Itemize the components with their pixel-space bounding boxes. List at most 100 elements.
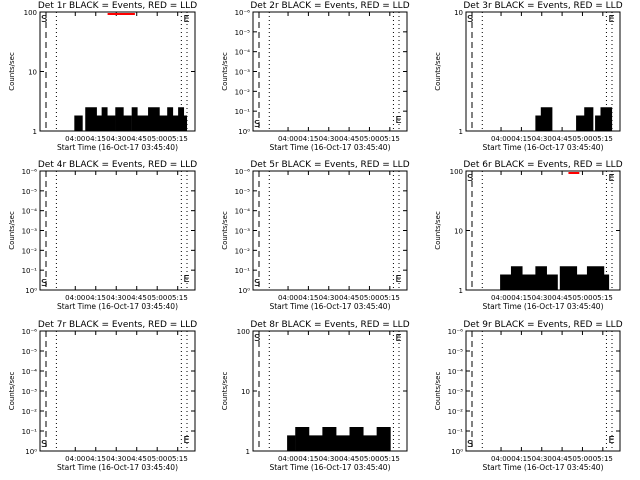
chart-panel-1: Det 1r BLACK = Events, RED = LLD Counts/s… [8,1,197,152]
y-tick-label: 1 [33,128,37,136]
y-tick-label: 10⁻⁵ [22,188,38,196]
event-burst [96,115,103,131]
event-burst [576,115,586,131]
y-tick-label: 10⁻¹ [235,108,251,116]
start-marker: S [254,278,260,289]
y-tick-label: 10⁰ [25,287,37,295]
x-axis-label: Start Time (16-Oct-17 03:45:40) [482,302,603,311]
chart-title: Det 7r BLACK = Events, RED = LLD [38,320,197,330]
y-tick-label: 10⁰ [238,287,250,295]
y-axis-label: Counts/sec [221,52,229,91]
x-tick-label: 04:15 [298,294,318,302]
event-burst [178,107,185,131]
x-tick-label: 04:30 [106,135,126,143]
chart-title: Det 3r BLACK = Events, RED = LLD [463,1,622,11]
y-tick-label: 10⁻¹ [235,267,251,275]
event-burst [546,274,558,290]
y-tick-label: 10⁰ [238,128,250,136]
y-tick-label: 10⁻² [448,408,464,416]
y-tick-label: 10 [241,388,250,396]
event-burst [115,107,124,131]
y-tick-label: 10⁻⁴ [22,208,38,216]
end-marker: E [183,14,189,25]
x-tick-label: 04:30 [319,455,339,463]
x-tick-label: 05:15 [380,455,400,463]
start-marker: S [467,439,473,450]
x-tick-label: 05:00 [572,294,592,302]
x-axis-label: Start Time (16-Oct-17 03:45:40) [269,463,390,472]
y-tick-label: 10⁻⁴ [22,368,38,376]
start-marker: S [41,439,47,450]
event-burst [376,427,391,451]
x-axis-label: Start Time (16-Oct-17 03:45:40) [57,463,178,472]
x-tick-label: 04:15 [511,135,531,143]
event-burst [335,435,350,451]
event-burst [603,274,610,290]
y-tick-label: 100 [450,168,463,176]
event-burst [584,107,594,131]
x-tick-label: 05:15 [380,135,400,143]
start-marker: S [41,14,47,25]
y-tick-label: 10⁻⁶ [235,168,251,176]
event-burst [123,115,132,131]
x-tick-label: 05:00 [572,455,592,463]
x-tick-label: 04:45 [127,455,147,463]
start-marker: S [41,278,47,289]
x-axis-label: Start Time (16-Oct-17 03:45:40) [57,143,178,152]
start-marker: S [254,119,260,130]
chart-title: Det 6r BLACK = Events, RED = LLD [463,160,622,170]
chart-panel-4: Det 4r BLACK = Events, RED = LLD Counts/s… [8,160,197,311]
y-axis-label: Counts/sec [221,372,229,411]
y-axis-label: Counts/sec [8,52,16,91]
y-tick-label: 10⁻⁴ [448,368,464,376]
y-axis-label: Counts/sec [8,211,16,250]
x-tick-label: 04:45 [339,135,359,143]
chart-title: Det 9r BLACK = Events, RED = LLD [463,320,622,330]
y-axis-label: Counts/sec [221,211,229,250]
x-tick-label: 05:15 [593,455,613,463]
event-burst [510,266,523,290]
x-tick-label: 04:15 [86,135,106,143]
end-marker: E [395,115,401,126]
plot-frame [39,170,196,291]
y-tick-label: 10⁻⁶ [448,328,464,336]
event-burst [363,435,378,451]
end-marker: E [395,274,401,285]
x-tick-label: 05:15 [593,135,613,143]
event-burst [295,427,310,451]
x-tick-label: 04:15 [86,294,106,302]
y-tick-label: 100 [24,9,37,17]
event-burst [107,115,116,131]
x-tick-label: 04:15 [511,294,531,302]
x-tick-label: 04:45 [127,294,147,302]
x-tick-label: 04:45 [127,135,147,143]
x-axis-label: Start Time (16-Oct-17 03:45:40) [482,143,603,152]
event-burst [85,107,97,131]
x-axis-label: Start Time (16-Oct-17 03:45:40) [482,463,603,472]
chart-panel-7: Det 7r BLACK = Events, RED = LLD Counts/s… [8,320,197,472]
y-tick-label: 10⁻⁶ [22,168,38,176]
event-burst [167,107,174,131]
chart-title: Det 1r BLACK = Events, RED = LLD [38,1,197,11]
x-tick-label: 04:00 [491,294,511,302]
end-marker: E [608,435,614,446]
event-burst [500,274,512,290]
chart-panel-5: Det 5r BLACK = Events, RED = LLD Counts/s… [221,160,410,311]
x-tick-label: 05:15 [380,294,400,302]
x-tick-label: 05:15 [168,455,188,463]
y-tick-label: 10⁻⁵ [235,188,251,196]
x-tick-label: 04:15 [298,455,318,463]
event-burst [576,274,588,290]
x-tick-label: 04:00 [278,135,298,143]
start-marker: S [467,173,473,184]
y-tick-label: 10⁻² [22,408,38,416]
y-tick-label: 10⁻¹ [22,267,38,275]
x-axis-label: Start Time (16-Oct-17 03:45:40) [269,143,390,152]
x-tick-label: 04:30 [319,135,339,143]
y-tick-label: 1 [459,287,463,295]
x-tick-label: 04:30 [106,455,126,463]
x-tick-label: 05:15 [168,135,188,143]
chart-panel-9: Det 9r BLACK = Events, RED = LLD Counts/s… [434,320,623,472]
y-tick-label: 1 [246,448,250,456]
x-tick-label: 04:00 [278,455,298,463]
